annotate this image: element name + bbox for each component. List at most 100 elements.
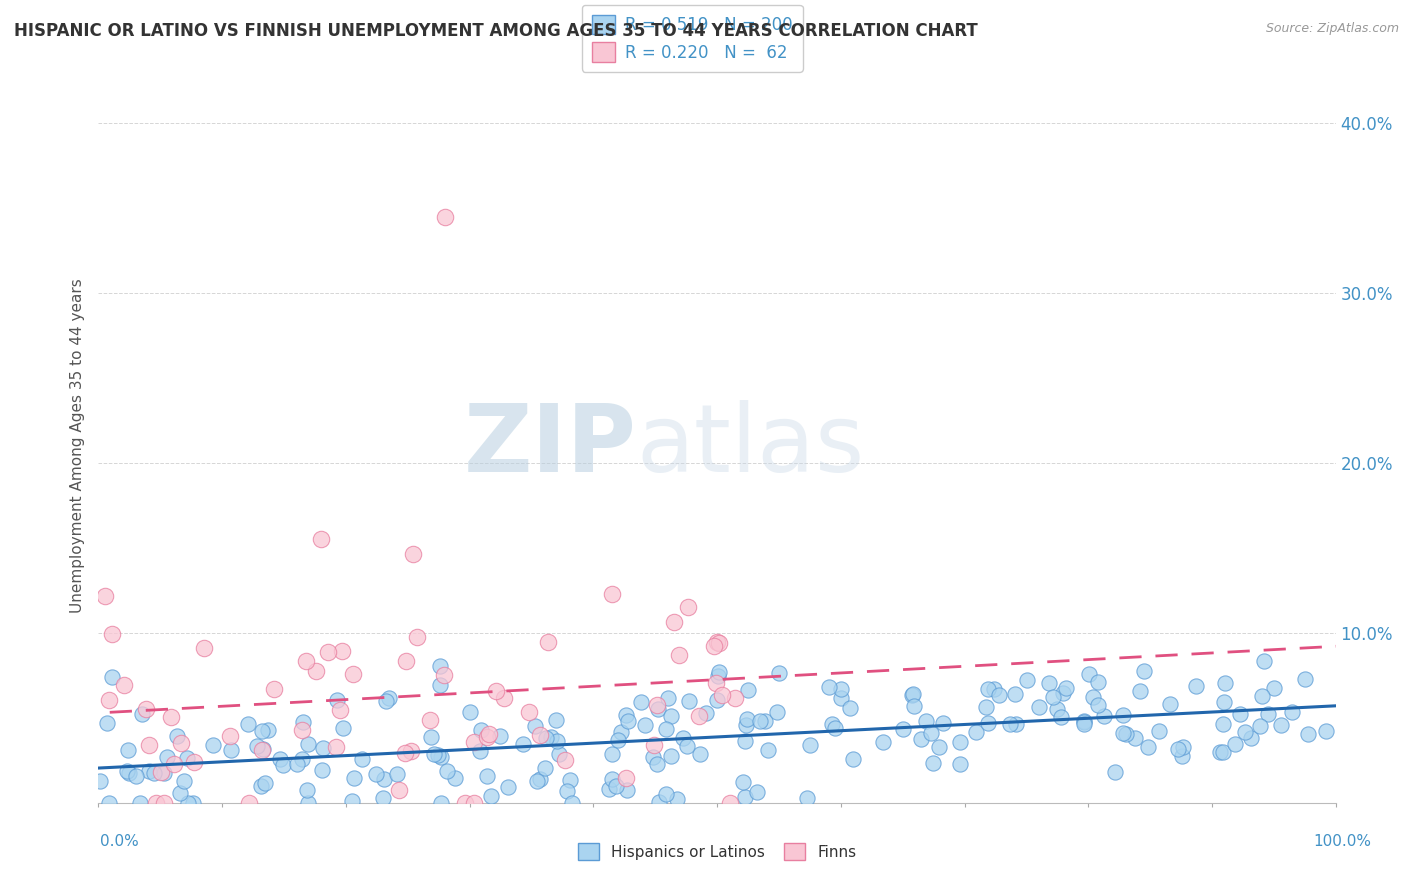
Point <box>309 533 332 547</box>
Point <box>643 738 665 752</box>
Point <box>657 690 679 705</box>
Point <box>616 783 638 797</box>
Point <box>1015 673 1038 687</box>
Point <box>332 644 354 658</box>
Point <box>1294 673 1316 687</box>
Point <box>512 737 534 751</box>
Point <box>1298 727 1320 741</box>
Point <box>153 766 176 780</box>
Point <box>1087 675 1109 690</box>
Point <box>1263 681 1285 695</box>
Point <box>529 727 551 741</box>
Point <box>145 796 167 810</box>
Point <box>364 767 387 781</box>
Point <box>662 615 685 629</box>
Point <box>343 771 366 785</box>
Point <box>974 700 997 714</box>
Point <box>600 747 623 761</box>
Point <box>273 758 295 772</box>
Point <box>1229 707 1251 722</box>
Point <box>352 752 374 766</box>
Point <box>616 772 638 786</box>
Point <box>526 774 548 789</box>
Y-axis label: Unemployment Among Ages 35 to 44 years: Unemployment Among Ages 35 to 44 years <box>69 278 84 614</box>
Point <box>830 691 852 706</box>
Point <box>555 784 578 798</box>
Point <box>291 752 314 766</box>
Point <box>703 639 725 653</box>
Point <box>1212 695 1234 709</box>
Point <box>661 748 683 763</box>
Point <box>1251 690 1274 704</box>
Point <box>238 796 260 810</box>
Point <box>304 664 326 678</box>
Point <box>977 715 1000 730</box>
Point <box>430 796 453 810</box>
Point <box>297 737 319 751</box>
Point <box>1137 739 1160 754</box>
Point <box>479 789 502 803</box>
Point <box>1213 676 1236 690</box>
Point <box>647 698 669 713</box>
Point <box>977 681 1000 696</box>
Point <box>297 796 319 810</box>
Point <box>1281 705 1303 719</box>
Point <box>630 694 652 708</box>
Point <box>735 713 758 727</box>
Point <box>949 756 972 771</box>
Point <box>1073 714 1095 728</box>
Point <box>291 723 314 738</box>
Point <box>1005 717 1028 731</box>
Point <box>163 756 186 771</box>
Point <box>485 684 508 698</box>
Point <box>138 739 160 753</box>
Point <box>433 668 456 682</box>
Point <box>1171 749 1194 764</box>
Point <box>983 682 1005 697</box>
Point <box>325 692 347 706</box>
Point <box>706 693 728 707</box>
Point <box>176 751 198 765</box>
Point <box>342 666 364 681</box>
Point <box>1092 708 1115 723</box>
Point <box>142 766 165 780</box>
Point <box>1052 686 1074 700</box>
Point <box>470 723 492 738</box>
Point <box>718 796 741 810</box>
Point <box>292 715 315 730</box>
Point <box>655 787 678 801</box>
Point <box>429 678 451 692</box>
Point <box>910 731 932 746</box>
Point <box>312 740 335 755</box>
Point <box>129 796 152 810</box>
Point <box>1112 726 1135 740</box>
Point <box>659 708 682 723</box>
Point <box>688 708 710 723</box>
Point <box>1167 741 1189 756</box>
Point <box>183 755 205 769</box>
Point <box>734 733 756 747</box>
Point <box>600 772 623 787</box>
Point <box>1249 719 1271 733</box>
Point <box>325 740 347 755</box>
Point <box>1077 667 1099 681</box>
Point <box>387 767 409 781</box>
Point <box>706 635 728 649</box>
Point <box>949 735 972 749</box>
Point <box>534 731 557 745</box>
Point <box>1042 690 1064 705</box>
Point <box>932 715 955 730</box>
Point <box>766 705 789 719</box>
Point <box>616 714 638 728</box>
Point <box>610 725 633 739</box>
Point <box>249 779 271 793</box>
Point <box>115 764 138 779</box>
Text: atlas: atlas <box>637 400 865 492</box>
Point <box>263 681 285 696</box>
Point <box>1123 731 1146 745</box>
Point <box>253 776 276 790</box>
Point <box>160 710 183 724</box>
Point <box>756 743 779 757</box>
Point <box>709 665 731 679</box>
Point <box>219 743 242 757</box>
